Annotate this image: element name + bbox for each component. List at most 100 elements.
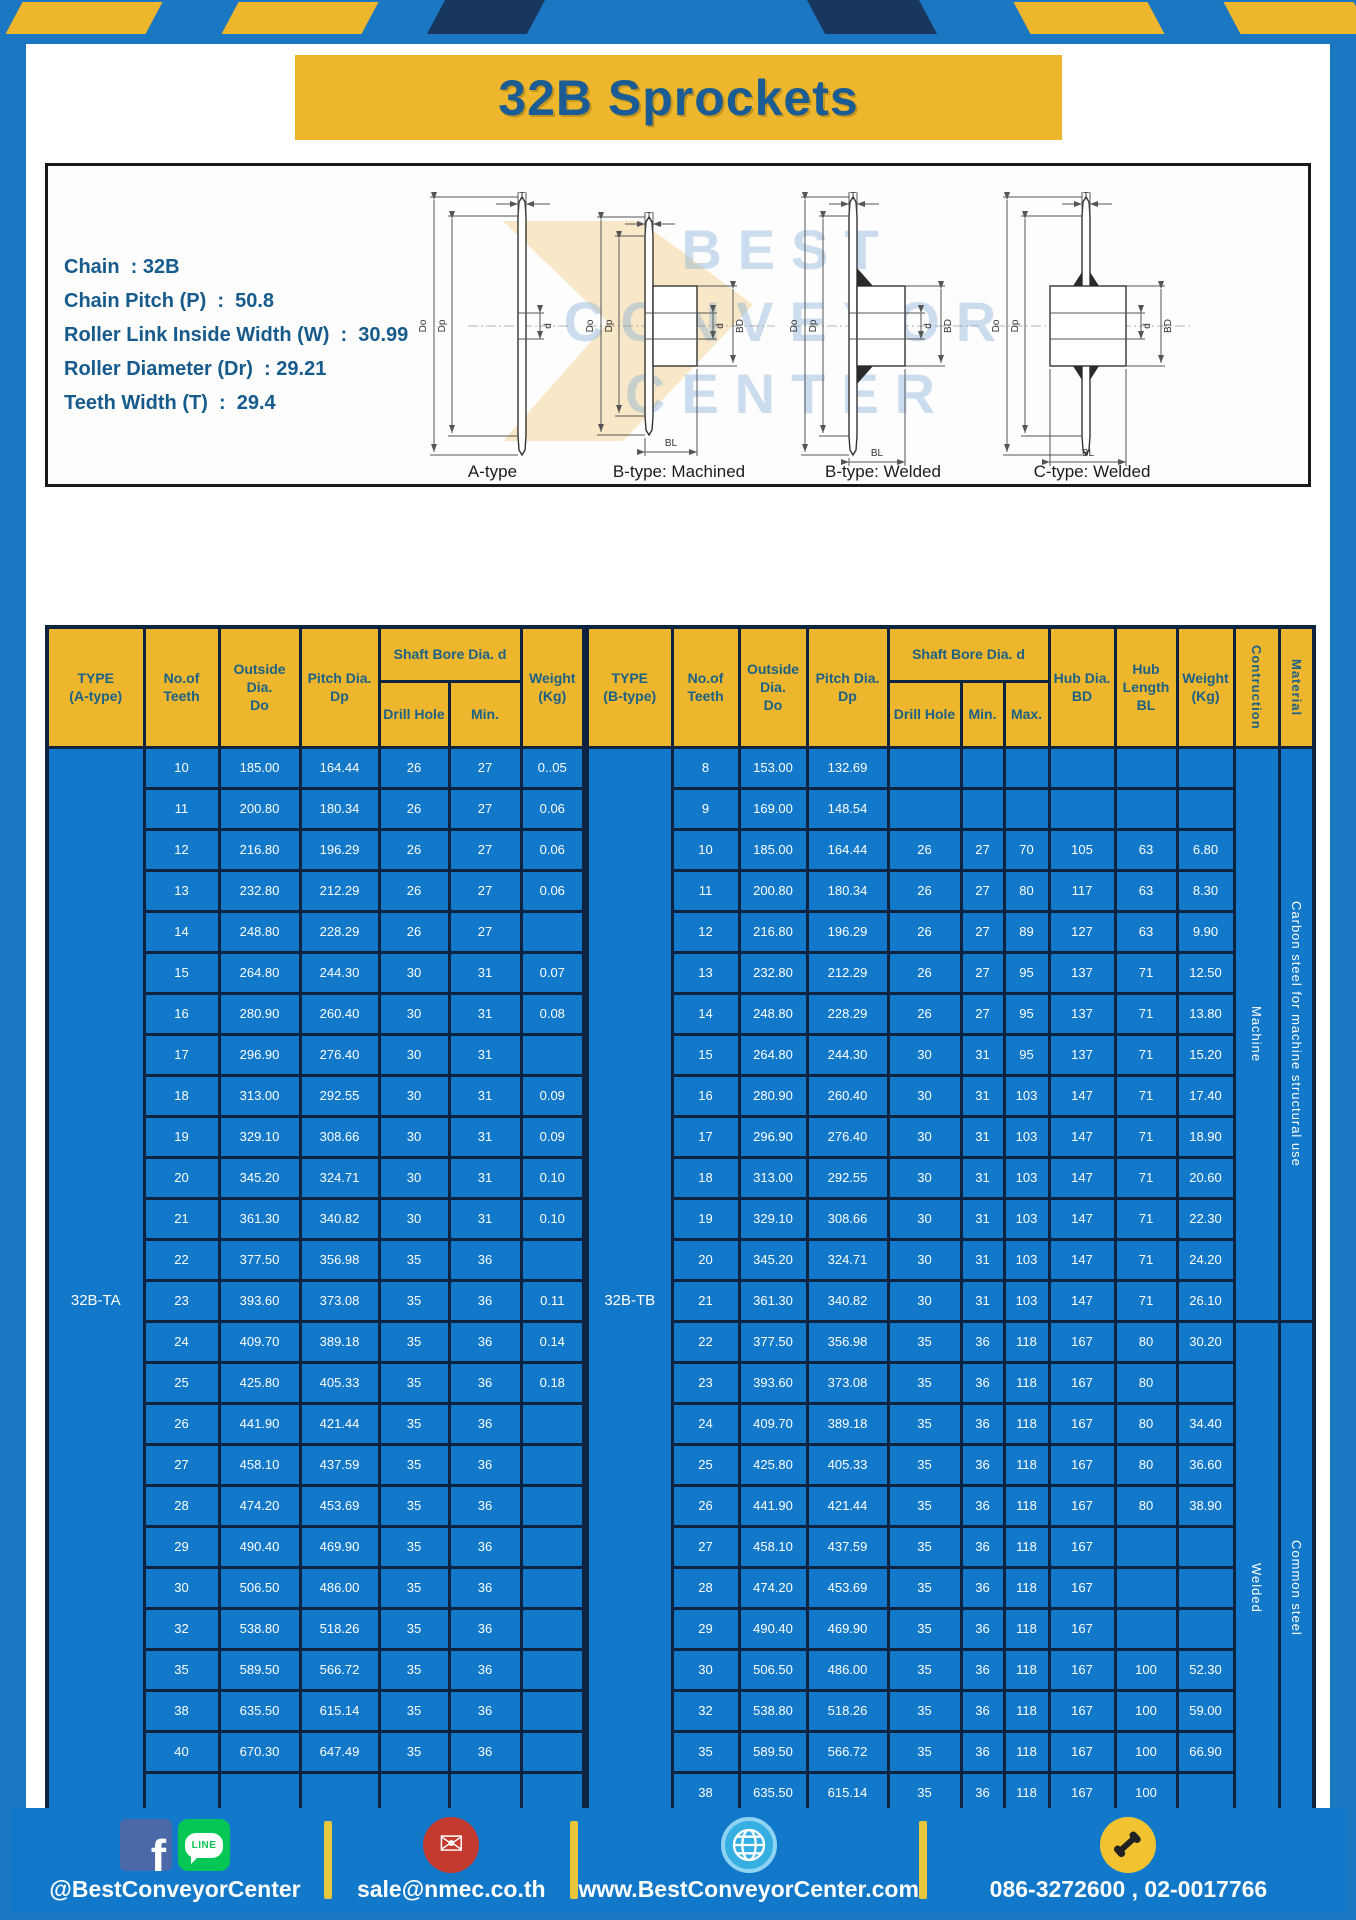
table-cell: 356.98 (805, 1319, 890, 1364)
stripe-decoration (5, 2, 163, 34)
table-cell (519, 1401, 586, 1446)
table-cell: 14 (142, 909, 221, 954)
table-row: 32B-TA 10 185.00 164.44 26 27 0..05 (45, 745, 586, 1856)
table-cell: 441.90 (217, 1401, 302, 1446)
table-cell: 35 (377, 1360, 451, 1405)
table-cell (1175, 1524, 1236, 1569)
table-cell: 35 (886, 1360, 963, 1405)
table-cell: 13.80 (1175, 991, 1236, 1036)
table-cell: 35 (377, 1319, 451, 1364)
col-header-drill-hole: Drill Hole (377, 679, 451, 749)
svg-text:BD: BD (1163, 319, 1174, 333)
table-cell (519, 1647, 586, 1692)
table-cell (1175, 786, 1236, 831)
table-cell: 453.69 (805, 1565, 890, 1610)
table-cell: 0.07 (519, 950, 586, 995)
table-cell: 36 (447, 1237, 523, 1282)
table-cell: 167 (1047, 1565, 1117, 1610)
table-cell: 71 (1113, 1237, 1179, 1282)
table-cell: 118 (1002, 1606, 1051, 1651)
table-row: 23 393.60 373.08 35 36 118 167 80 (587, 1360, 1314, 1405)
table-cell: 18 (670, 1155, 741, 1200)
col-header-outside-dia: Outside Dia. Do (737, 625, 809, 749)
social-handle-link[interactable]: @BestConveyorCenter (49, 1876, 301, 1902)
phone-handset-glyph (1114, 1831, 1142, 1858)
table-cell: 36 (959, 1483, 1006, 1528)
table-cell: 35 (377, 1401, 451, 1446)
website-link[interactable]: www.BestConveyorCenter.com (578, 1876, 919, 1902)
table-cell (1175, 745, 1236, 790)
table-cell (519, 1770, 586, 1815)
table-cell: 35 (886, 1688, 963, 1733)
table-cell: 95 (1002, 950, 1051, 995)
table-cell: 118 (1002, 1524, 1051, 1569)
table-row: 14 248.80 228.29 26 27 (47, 909, 586, 954)
table-cell: 169.00 (737, 786, 809, 831)
table-cell: 31 (959, 1114, 1006, 1159)
diagram-label: B-type: Machined (612, 462, 746, 481)
table-cell: 9 (670, 786, 741, 831)
type-cell: 32B-TA (45, 745, 146, 1856)
table-cell: 22 (670, 1319, 741, 1364)
table-cell: 21 (670, 1278, 741, 1323)
phone-icon[interactable] (1100, 1817, 1157, 1873)
table-cell: 27 (142, 1442, 221, 1487)
table-cell: 27 (447, 786, 523, 831)
table-cell: 11 (142, 786, 221, 831)
table-cell: 36 (959, 1688, 1006, 1733)
table-cell: 103 (1002, 1237, 1051, 1282)
table-cell: 566.72 (298, 1647, 381, 1692)
table-cell (1175, 1360, 1236, 1405)
svg-text:d: d (543, 323, 554, 329)
table-cell: 31 (959, 1278, 1006, 1323)
table-cell (1175, 1565, 1236, 1610)
watermark-text: BEST CONVEYOR CENTER (478, 214, 1098, 430)
col-header-teeth: No.of Teeth (670, 625, 741, 749)
table-cell (298, 1770, 381, 1815)
table-cell: 35 (886, 1647, 963, 1692)
line-icon[interactable]: LINE (178, 1819, 231, 1871)
globe-glyph (732, 1828, 765, 1862)
table-cell: 185.00 (737, 827, 809, 872)
table-cell: 71 (1113, 1155, 1179, 1200)
table-row: 11 200.80 180.34 26 27 80 117 63 8.30 (587, 868, 1314, 913)
table-cell: 100 (1113, 1647, 1179, 1692)
table-cell: 26 (377, 827, 451, 872)
table-cell: 361.30 (217, 1196, 302, 1241)
table-cell: 26 (377, 868, 451, 913)
table-cell: 31 (447, 991, 523, 1036)
email-link[interactable]: sale@nmec.co.th (356, 1876, 546, 1902)
header-text: Hub Dia. (1053, 670, 1111, 687)
table-cell: 469.90 (805, 1606, 890, 1651)
table-cell: 40 (142, 1729, 221, 1774)
email-icon[interactable]: ✉ (423, 1817, 480, 1873)
facebook-icon[interactable]: f (120, 1819, 173, 1871)
footer-email-group: ✉ sale@nmec.co.th (332, 1817, 570, 1903)
footer-phone-group: 086-3272600 , 02-0017766 (927, 1817, 1330, 1903)
table-cell (1047, 786, 1117, 831)
table-cell: 30 (886, 1073, 963, 1118)
table-cell: 63 (1113, 868, 1179, 913)
table-cell: 458.10 (737, 1524, 809, 1569)
svg-text:Dp: Dp (808, 319, 819, 332)
table-cell: 35 (377, 1729, 451, 1774)
chain-specs: Chain : 32B Chain Pitch (P) : 50.8 Rolle… (64, 250, 408, 420)
table-cell: 30 (377, 1073, 451, 1118)
table-cell: 35 (886, 1729, 963, 1774)
table-cell: 538.80 (737, 1688, 809, 1733)
table-cell: 147 (1047, 1073, 1117, 1118)
table-b-body: 32B-TB 8 153.00 132.69 Machine Carbon steel f… (585, 745, 1316, 1856)
phone-numbers[interactable]: 086-3272600 , 02-0017766 (989, 1876, 1268, 1902)
col-header-weight: Weight (Kg) (1175, 625, 1236, 749)
table-cell: 36.60 (1175, 1442, 1236, 1487)
type-cell: 32B-TB (585, 745, 674, 1856)
table-cell: 421.44 (805, 1483, 890, 1528)
table-cell: 276.40 (805, 1114, 890, 1159)
table-row: 14 248.80 228.29 26 27 95 137 71 13.80 (587, 991, 1314, 1036)
globe-icon[interactable] (720, 1817, 777, 1873)
table-cell: 228.29 (298, 909, 381, 954)
table-cell (377, 1770, 451, 1815)
table-cell: 31 (959, 1237, 1006, 1282)
table-cell: 147 (1047, 1114, 1117, 1159)
table-cell: 167 (1047, 1606, 1117, 1651)
